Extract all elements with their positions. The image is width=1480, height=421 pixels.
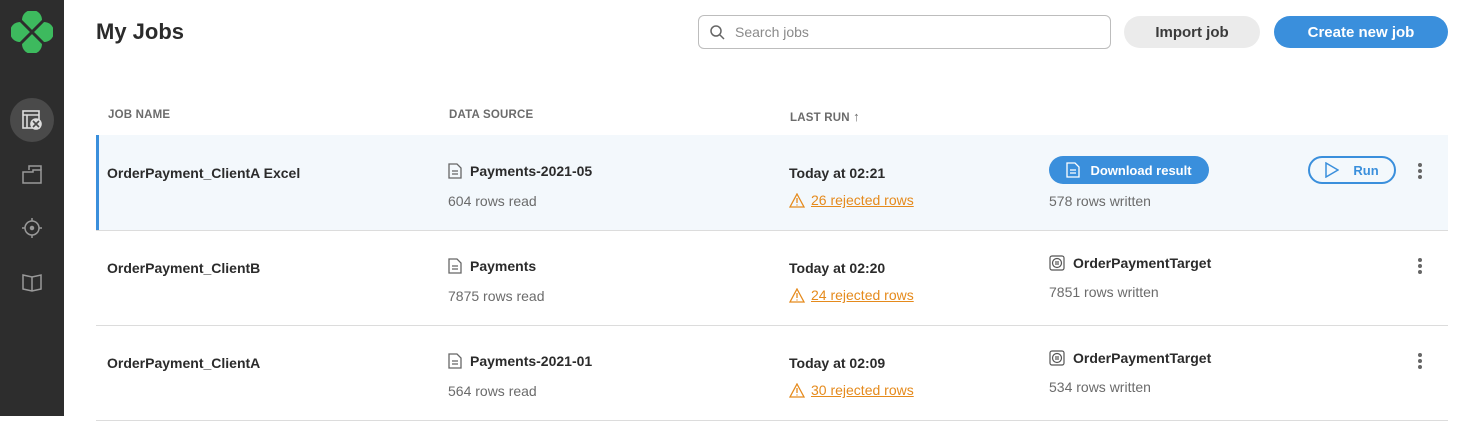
search-input[interactable] xyxy=(735,24,1075,40)
warning-icon xyxy=(789,382,805,398)
last-run-time: Today at 02:21 xyxy=(789,165,886,181)
more-options-icon[interactable] xyxy=(1414,353,1426,369)
table-row[interactable]: OrderPayment_ClientA Payments-2021-01 56… xyxy=(96,325,1448,420)
sidebar-item-target[interactable] xyxy=(10,206,54,250)
download-result-button[interactable]: Download result xyxy=(1049,156,1209,184)
data-source: Payments xyxy=(448,258,536,274)
job-name[interactable]: OrderPayment_ClientA Excel xyxy=(107,165,301,181)
data-source-name: Payments xyxy=(470,258,537,274)
sidebar-item-docs[interactable] xyxy=(10,260,54,304)
divider xyxy=(96,230,1448,231)
database-target-icon xyxy=(1049,350,1065,366)
run-label: Run xyxy=(1353,162,1379,178)
rows-written: 578 rows written xyxy=(1049,193,1151,209)
create-job-button[interactable]: Create new job xyxy=(1274,16,1448,48)
target-icon xyxy=(22,218,42,238)
last-run-time: Today at 02:20 xyxy=(789,260,886,276)
rejected-rows-link[interactable]: 26 rejected rows xyxy=(789,192,914,208)
download-label: Download result xyxy=(1090,162,1192,178)
target: OrderPaymentTarget xyxy=(1049,255,1211,271)
search-icon xyxy=(710,25,725,40)
more-options-icon[interactable] xyxy=(1414,258,1426,274)
search-box[interactable] xyxy=(698,15,1111,49)
rows-read: 564 rows read xyxy=(448,383,537,399)
sidebar xyxy=(0,0,64,416)
database-target-icon xyxy=(1049,255,1065,271)
table-row[interactable]: OrderPayment_ClientB Payments 7875 rows … xyxy=(96,230,1448,325)
rejected-rows-text[interactable]: 26 rejected rows xyxy=(811,192,914,208)
sort-asc-icon: ↑ xyxy=(853,109,860,124)
rejected-rows-link[interactable]: 24 rejected rows xyxy=(789,287,914,303)
target-name: OrderPaymentTarget xyxy=(1073,255,1212,271)
file-icon xyxy=(448,258,462,274)
warning-icon xyxy=(789,287,805,303)
more-options-icon[interactable] xyxy=(1414,163,1426,179)
job-name[interactable]: OrderPayment_ClientB xyxy=(107,260,261,276)
rejected-rows-text[interactable]: 24 rejected rows xyxy=(811,287,914,303)
column-header-data-source[interactable]: DATA SOURCE xyxy=(449,109,534,121)
jobs-icon xyxy=(22,110,42,130)
folder-icon xyxy=(22,165,42,184)
play-icon xyxy=(1325,162,1340,178)
run-button[interactable]: Run xyxy=(1308,156,1396,184)
data-source: Payments-2021-05 xyxy=(448,163,592,179)
last-run-label: LAST RUN xyxy=(790,112,850,124)
job-name[interactable]: OrderPayment_ClientA xyxy=(107,355,261,371)
data-source-name: Payments-2021-05 xyxy=(470,163,593,179)
file-icon xyxy=(448,163,462,179)
book-icon xyxy=(22,274,42,292)
sidebar-item-jobs[interactable] xyxy=(10,98,54,142)
rows-written: 7851 rows written xyxy=(1049,284,1159,300)
column-header-last-run[interactable]: LAST RUN ↑ xyxy=(790,109,860,124)
table-row[interactable]: OrderPayment_ClientA Excel Payments-2021… xyxy=(96,135,1448,230)
rows-read: 7875 rows read xyxy=(448,288,545,304)
target-name: OrderPaymentTarget xyxy=(1073,350,1212,366)
import-job-button[interactable]: Import job xyxy=(1124,16,1260,48)
rows-read: 604 rows read xyxy=(448,193,537,209)
target: OrderPaymentTarget xyxy=(1049,350,1211,366)
page-title: My Jobs xyxy=(96,19,185,44)
data-source-name: Payments-2021-01 xyxy=(470,353,593,369)
rejected-rows-link[interactable]: 30 rejected rows xyxy=(789,382,914,398)
file-icon xyxy=(1066,162,1081,178)
divider xyxy=(96,325,1448,326)
clover-logo-icon[interactable] xyxy=(11,11,53,53)
column-header-job-name[interactable]: JOB NAME xyxy=(108,109,171,121)
data-source: Payments-2021-01 xyxy=(448,353,592,369)
last-run-time: Today at 02:09 xyxy=(789,355,886,371)
rows-written: 534 rows written xyxy=(1049,379,1151,395)
rejected-rows-text[interactable]: 30 rejected rows xyxy=(811,382,914,398)
file-icon xyxy=(448,353,462,369)
sidebar-item-folders[interactable] xyxy=(10,152,54,196)
warning-icon xyxy=(789,192,805,208)
